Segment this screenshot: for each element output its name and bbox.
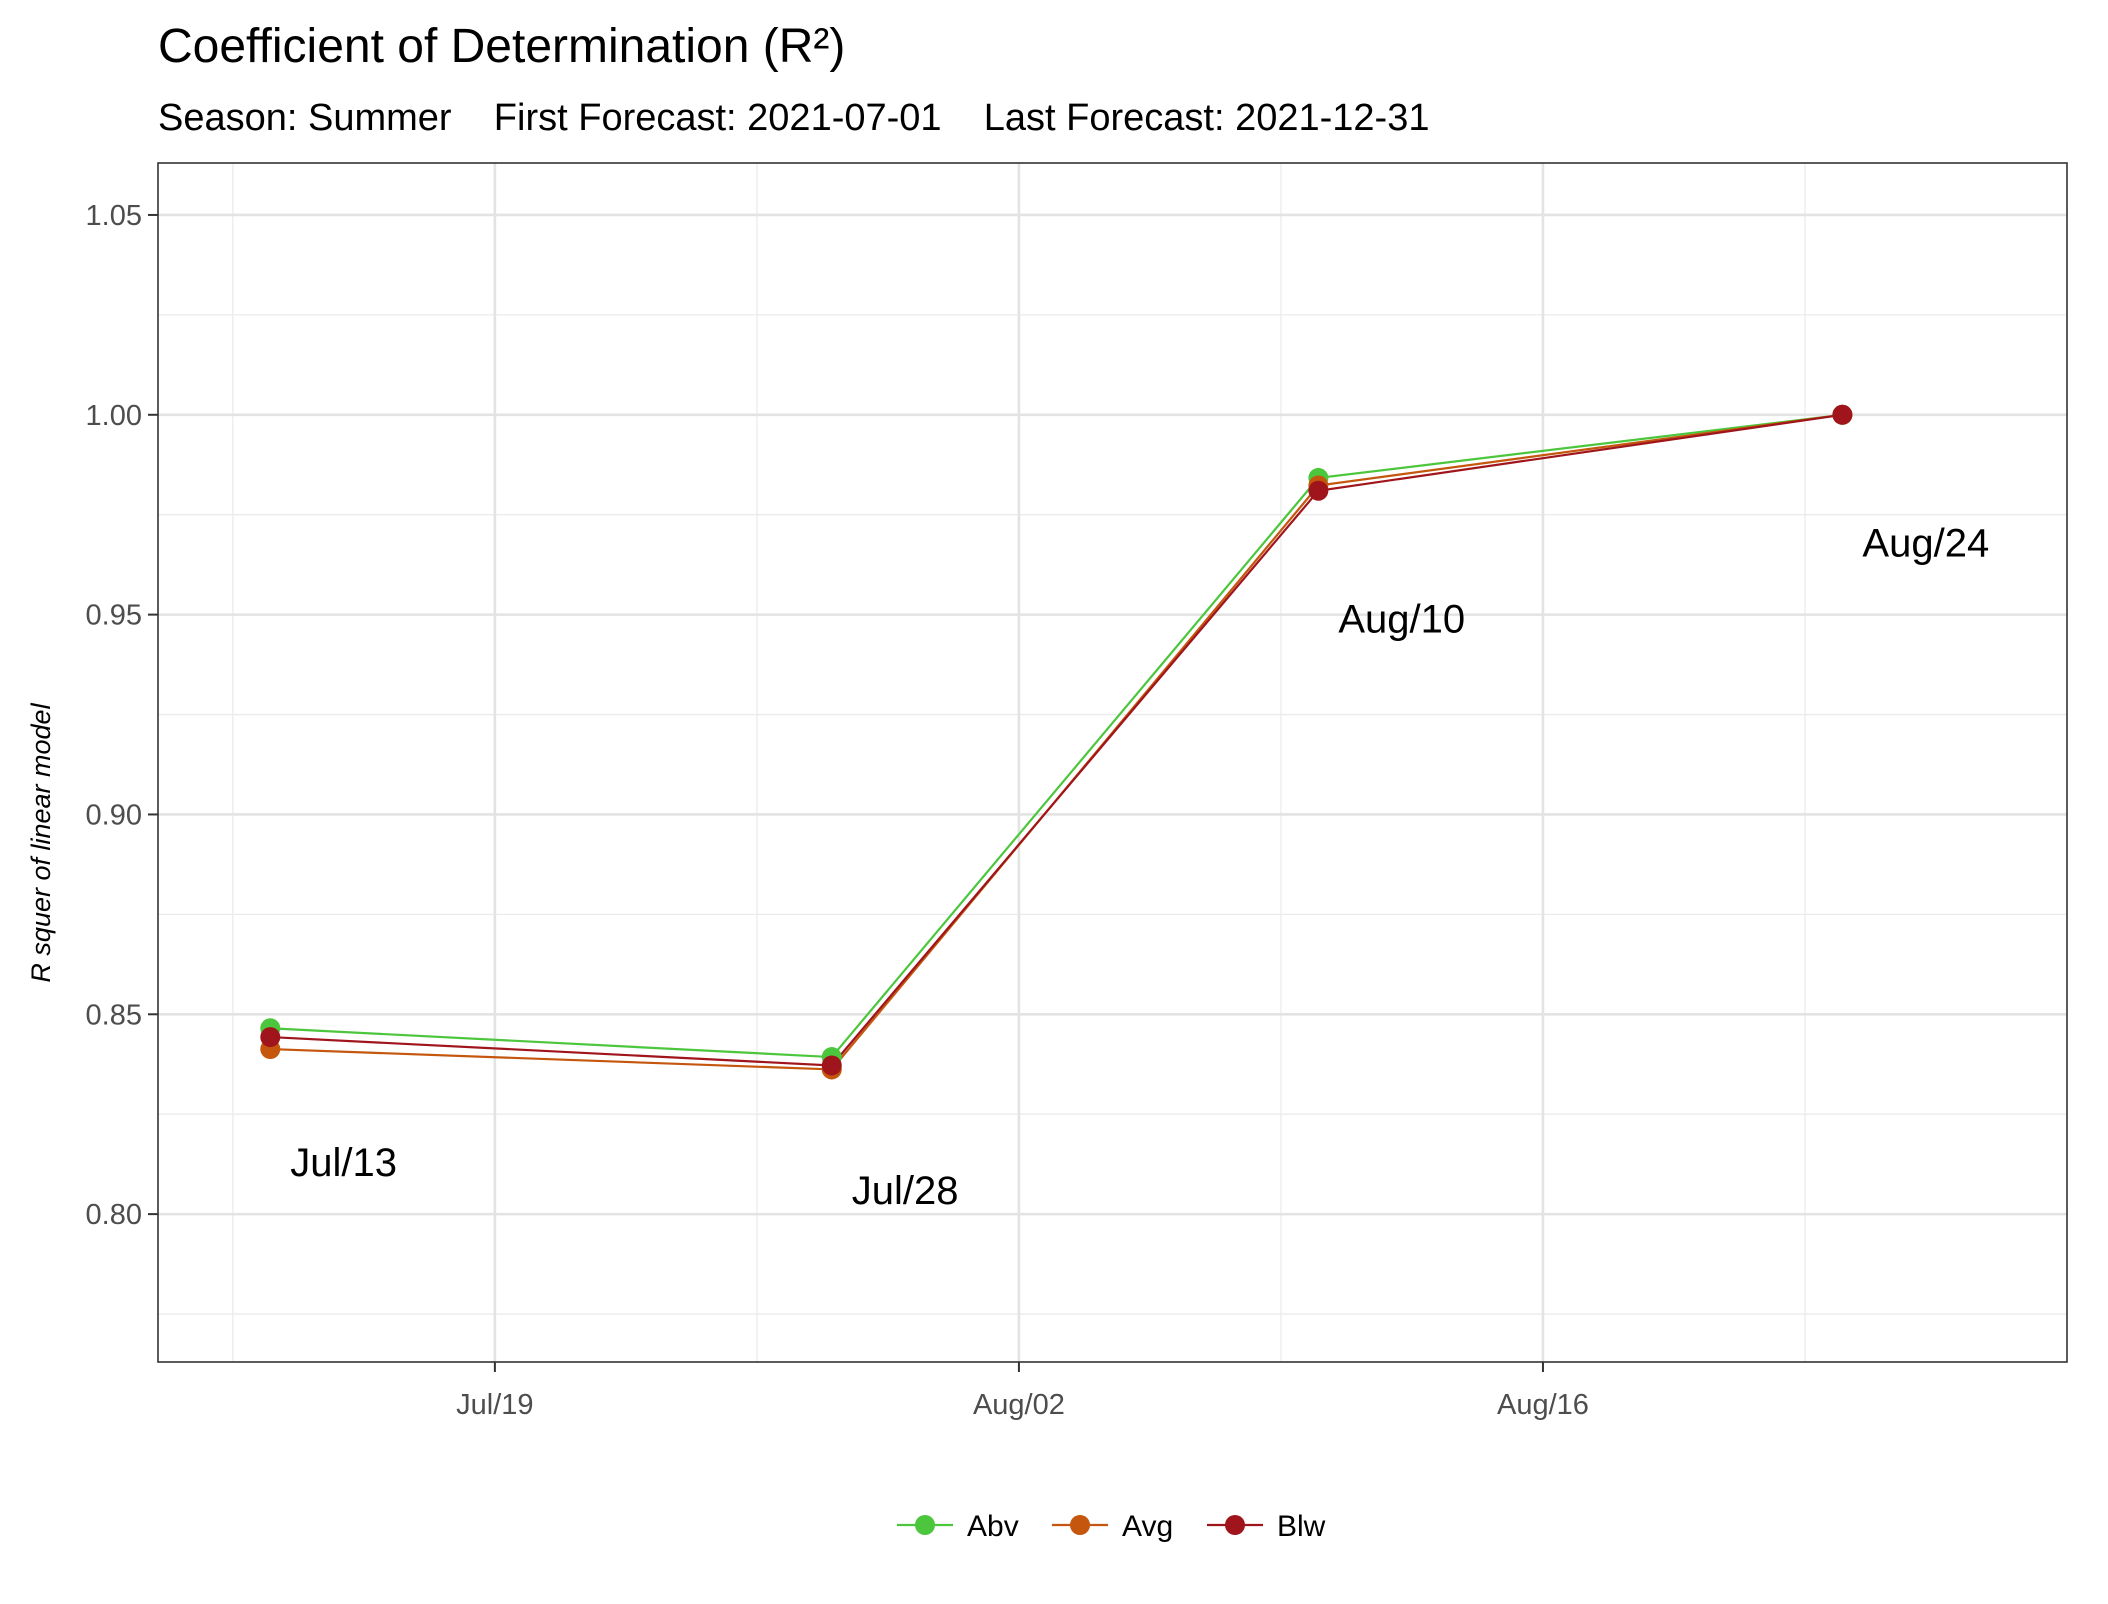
x-tick-label: Aug/16: [1497, 1389, 1589, 1421]
data-point-blw: [260, 1027, 281, 1048]
point-annotation: Jul/28: [852, 1169, 959, 1213]
legend-key-point-abv: [915, 1515, 935, 1535]
annotations: Jul/13 Jul/28 Aug/10 Aug/24: [290, 522, 1989, 1213]
legend-label-abv: Abv: [967, 1510, 1019, 1543]
chart-title: Coefficient of Determination (R²): [158, 20, 845, 73]
axis-ticks: [148, 213, 1544, 1372]
y-tick-label: 1.00: [86, 400, 142, 432]
series-lines: [270, 413, 1843, 1071]
legend-label-avg: Avg: [1122, 1510, 1173, 1543]
y-tick-label: 0.85: [86, 999, 142, 1031]
y-tick-label: 0.90: [86, 799, 142, 831]
y-tick-label: 1.05: [86, 200, 142, 232]
series-line-blw: [270, 413, 1843, 1067]
chart-subtitle: Season: Summer First Forecast: 2021-07-0…: [158, 97, 1429, 139]
legend: Abv Avg Blw: [897, 1510, 1326, 1543]
x-tick-label: Jul/19: [456, 1389, 533, 1421]
point-annotation: Aug/10: [1338, 598, 1465, 642]
plot-panel: [157, 162, 2068, 1363]
y-axis-label: R squer of linear model: [26, 702, 56, 982]
series-line-avg: [270, 413, 1843, 1071]
legend-key-point-blw: [1225, 1515, 1245, 1535]
major-gridlines: [158, 163, 2067, 1362]
series-line-abv: [270, 413, 1843, 1059]
legend-key-point-avg: [1070, 1515, 1090, 1535]
legend-label-blw: Blw: [1277, 1510, 1326, 1543]
data-point-blw: [1308, 480, 1329, 501]
data-point-blw: [1832, 404, 1853, 425]
x-tick-label: Aug/02: [973, 1389, 1065, 1421]
point-annotation: Jul/13: [290, 1141, 397, 1185]
tick-labels: Jul/19 Aug/02 Aug/16 0.80 0.85 0.90 0.95 1.00 1.…: [86, 200, 1589, 1421]
y-tick-label: 0.95: [86, 600, 142, 632]
series-points: [260, 404, 1853, 1080]
y-tick-label: 0.80: [86, 1199, 142, 1231]
data-point-blw: [821, 1055, 842, 1076]
minor-gridlines: [158, 163, 2067, 1362]
point-annotation: Aug/24: [1862, 522, 1989, 566]
